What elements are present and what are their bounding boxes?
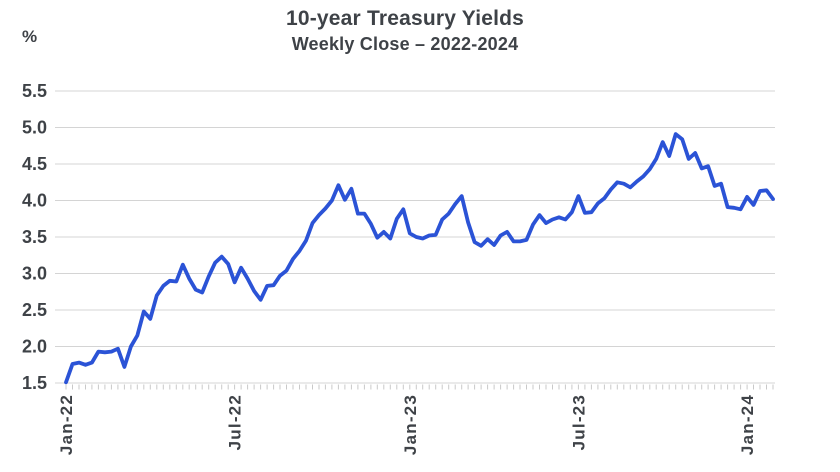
y-axis-tick-label: 5.0 — [22, 118, 47, 138]
x-axis-tick-label: Jul-23 — [569, 394, 588, 450]
y-axis-tick-label: 2.5 — [22, 300, 47, 320]
y-axis-tick-label: 3.5 — [22, 227, 47, 247]
y-axis-unit-label: % — [22, 27, 38, 46]
y-axis-tick-label: 3.0 — [22, 264, 47, 284]
x-axis-tick-label: Jan-22 — [57, 394, 76, 455]
y-axis-tick-label: 1.5 — [22, 373, 47, 393]
chart-subtitle: Weekly Close – 2022-2024 — [291, 34, 519, 54]
y-axis-tick-label: 5.5 — [22, 81, 47, 101]
chart-header: 10-year Treasury Yields Weekly Close – 2… — [0, 0, 810, 55]
y-axis-tick-label: 2.0 — [22, 337, 47, 357]
y-axis-tick-label: 4.0 — [22, 191, 47, 211]
y-axis-tick-label: 4.5 — [22, 154, 47, 174]
yield-line-series — [64, 132, 775, 385]
x-axis-tick-label: Jul-22 — [226, 394, 245, 450]
x-axis-tick-label: Jan-24 — [738, 394, 757, 455]
chart-title: 10-year Treasury Yields — [285, 7, 525, 30]
x-axis-tick-label: Jan-23 — [401, 394, 420, 455]
